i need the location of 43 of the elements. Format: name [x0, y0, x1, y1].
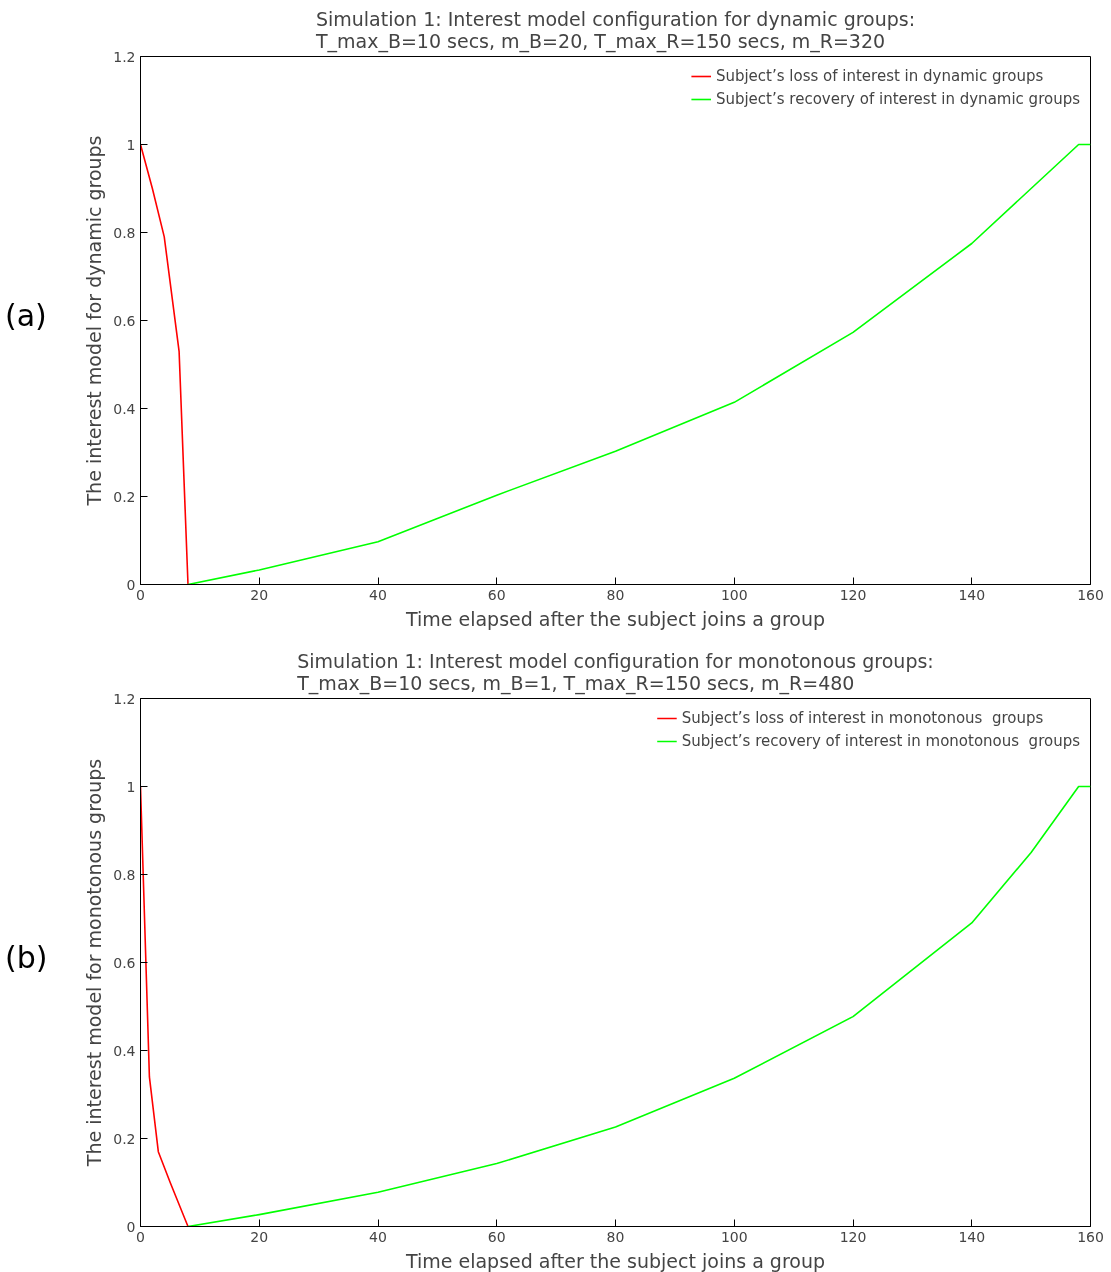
x-axis-title: Time elapsed after the subject joins a group [404, 1249, 826, 1272]
line-series [140, 143, 189, 585]
y-axis-title: The interest model for dynamic groups [83, 135, 106, 507]
x-tick-label: 40 [369, 1228, 387, 1245]
y-tick-label: 0.8 [113, 866, 136, 883]
x-tick-label: 80 [606, 586, 625, 603]
legend-label: Subject’s recovery of interest in monotonous groups [681, 732, 1080, 750]
x-tick-label: 140 [958, 586, 986, 603]
x-tick-label: 160 [1077, 586, 1104, 603]
x-tick-label: 120 [839, 586, 867, 603]
chart-title: Simulation 1: Interest model configuration for monotonous groups: T_max_B=10 secs, m_B=1, T_max_R=150 secs, m_R=480 [296, 649, 934, 695]
y-tick-label: 1.2 [113, 690, 136, 707]
x-axis-title: Time elapsed after the subject joins a group [404, 607, 826, 630]
chart-title: Simulation 1: Interest model configuration for dynamic groups: T_max_B=10 secs, m_B=20, T_max_R=150 secs, m_R=320 [314, 7, 916, 53]
text: (a) [5, 297, 47, 335]
y-tick-label: 0.4 [113, 400, 136, 417]
x-tick-label: 100 [720, 586, 748, 603]
x-tick-label: 140 [958, 1228, 986, 1245]
x-tick-label: 40 [369, 586, 387, 603]
legend-label: Subject’s recovery of interest in dynamic groups [715, 90, 1080, 108]
x-tick-label: 60 [487, 1228, 506, 1245]
line-series [187, 785, 1091, 1227]
x-tick-label: 20 [250, 1228, 269, 1245]
x-tick-label: 100 [720, 1228, 748, 1245]
x-tick-label: 20 [250, 586, 269, 603]
x-tick-label: 160 [1077, 1228, 1104, 1245]
y-tick-label: 0.2 [113, 1130, 136, 1147]
legend-label: Subject’s loss of interest in dynamic groups [715, 67, 1044, 85]
y-tick-label: 1 [126, 778, 136, 795]
line-series [187, 143, 1091, 585]
y-tick-label: 0.2 [113, 488, 136, 505]
y-axis-title: The interest model for monotonous groups [83, 758, 106, 1168]
y-tick-label: 0.4 [113, 1042, 136, 1059]
x-tick-label: 60 [487, 586, 506, 603]
x-tick-label: 80 [606, 1228, 625, 1245]
legend-label: Subject’s loss of interest in monotonous groups [681, 709, 1044, 727]
y-tick-label: 1.2 [113, 48, 136, 65]
y-tick-label: 1 [126, 136, 136, 153]
y-tick-label: 0.6 [113, 954, 136, 971]
x-tick-label: 120 [839, 1228, 867, 1245]
y-tick-label: 0.8 [113, 224, 136, 241]
y-tick-label: 0.6 [113, 312, 136, 329]
text: (b) [5, 939, 48, 977]
